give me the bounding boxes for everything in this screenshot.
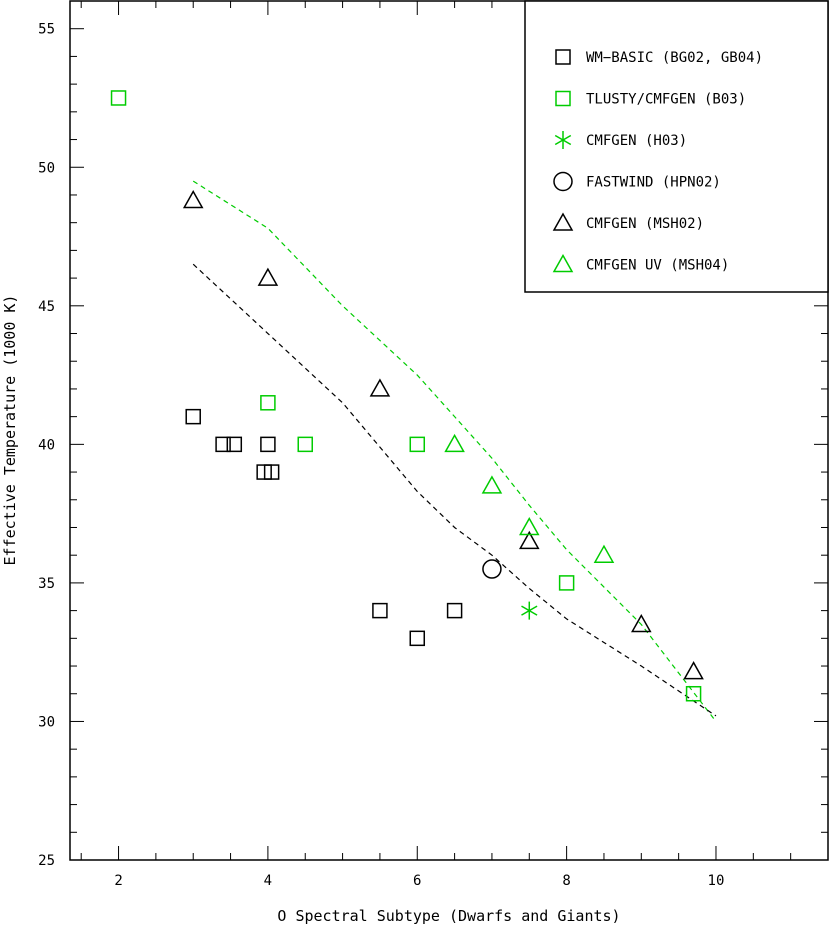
data-point-triangle <box>369 378 391 397</box>
axis-ticks: 2 4 6 8 10 25 30 35 40 45 50 55 <box>38 0 829 889</box>
data-point-square <box>297 436 313 453</box>
data-points <box>110 90 704 702</box>
y-tick-label: 40 <box>38 437 55 453</box>
data-point-square <box>409 436 426 453</box>
y-tick-label: 45 <box>38 299 55 315</box>
fit-lines <box>192 180 717 722</box>
legend-marker-triangle <box>552 253 574 273</box>
y-axis-title: Effective Temperature (1000 K) <box>1 295 19 566</box>
data-point-triangle <box>481 475 503 494</box>
legend-marker-star <box>554 131 572 149</box>
data-point-square <box>185 408 201 425</box>
data-point-square <box>260 395 276 411</box>
data-point-triangle <box>444 433 465 453</box>
data-point-triangle <box>593 544 615 563</box>
legend: WM−BASIC (BG02, GB04) TLUSTY/CMFGEN (B03)… <box>552 49 763 274</box>
legend-marker-square <box>555 90 571 107</box>
legend-item: WM−BASIC (BG02, GB04) <box>555 49 763 66</box>
legend-box <box>524 0 829 293</box>
y-tick-label: 55 <box>38 22 55 38</box>
data-point-triangle <box>683 661 704 680</box>
data-point-square <box>409 630 426 647</box>
x-tick-label: 8 <box>562 873 570 889</box>
legend-label: CMFGEN UV (MSH04) <box>586 258 729 274</box>
legend-label: TLUSTY/CMFGEN (B03) <box>586 92 746 108</box>
data-point-square <box>260 436 276 453</box>
data-point-circle <box>482 559 502 579</box>
x-tick-label: 6 <box>413 873 421 889</box>
legend-marker-triangle <box>552 212 574 231</box>
legend-marker-square <box>555 49 571 65</box>
data-point-square <box>110 90 127 106</box>
dashed-fit-line-2 <box>192 263 717 717</box>
legend-marker-circle <box>553 171 573 192</box>
x-tick-label: 2 <box>114 873 122 889</box>
legend-item: CMFGEN (H03) <box>554 131 687 149</box>
dashed-fit-line-1 <box>192 180 717 722</box>
data-point-square <box>446 602 463 619</box>
x-axis-title: O Spectral Subtype (Dwarfs and Giants) <box>277 907 620 925</box>
data-point-square <box>685 685 702 702</box>
data-point-square <box>558 575 575 591</box>
data-point-square <box>226 436 243 453</box>
plot-frame <box>69 0 829 861</box>
x-tick-label: 4 <box>264 873 272 889</box>
y-tick-label: 25 <box>38 853 55 869</box>
data-point-triangle <box>182 189 204 209</box>
data-point-triangle <box>257 267 279 286</box>
legend-item: TLUSTY/CMFGEN (B03) <box>555 90 746 108</box>
legend-label: WM−BASIC (BG02, GB04) <box>586 50 763 66</box>
legend-item: CMFGEN UV (MSH04) <box>552 253 729 274</box>
legend-label: CMFGEN (H03) <box>586 133 687 149</box>
legend-label: CMFGEN (MSH02) <box>586 216 704 232</box>
y-tick-label: 35 <box>38 576 55 592</box>
y-tick-label: 30 <box>38 714 55 730</box>
data-point-triangle <box>518 516 540 536</box>
legend-item: CMFGEN (MSH02) <box>552 212 704 232</box>
data-point-triangle <box>518 530 540 550</box>
legend-label: FASTWIND (HPN02) <box>586 175 721 191</box>
x-tick-label: 10 <box>708 873 725 889</box>
data-point-square <box>372 602 388 619</box>
data-point-square <box>263 464 280 480</box>
data-point-square <box>215 436 231 453</box>
data-point-star <box>521 601 538 620</box>
legend-item: FASTWIND (HPN02) <box>553 171 721 192</box>
y-tick-label: 50 <box>38 160 55 176</box>
data-point-triangle <box>631 613 652 633</box>
